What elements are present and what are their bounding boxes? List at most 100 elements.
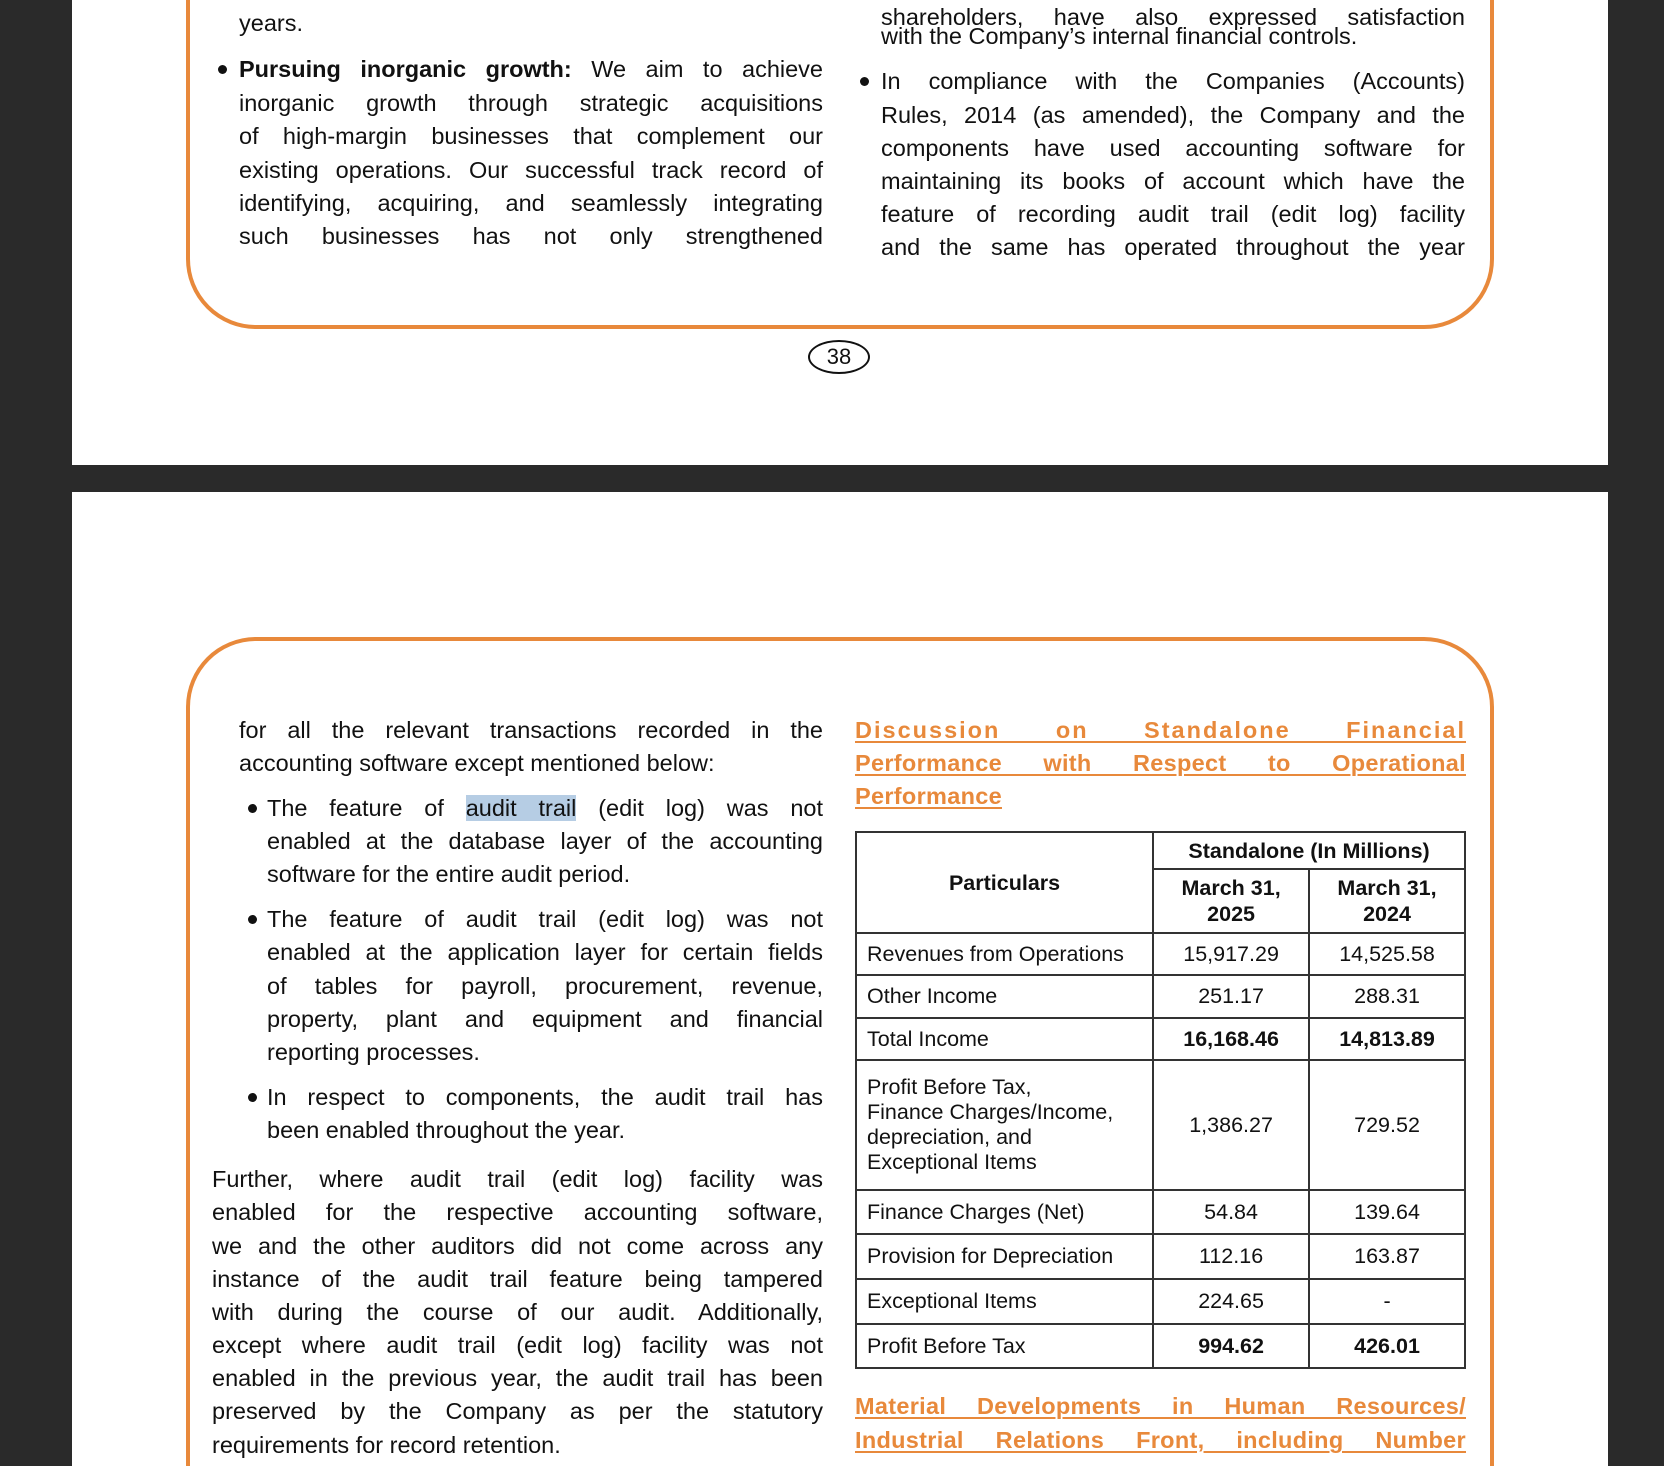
text-line: In respect to components, the audit trai… — [267, 1084, 823, 1110]
table-row: Provision for Depreciation 112.16 163.87 — [854, 1233, 1466, 1280]
text-line: shareholders, have also expressed satisf… — [881, 4, 1465, 30]
page-38: 38 years. Pursuing inorganic growth: We a… — [72, 0, 1608, 465]
header-2024: March 31, 2024 — [1308, 868, 1466, 934]
section-heading: Material Developments in Human Resources… — [855, 1393, 1466, 1419]
table-row: Other Income 251.17 288.31 — [854, 974, 1466, 1019]
value-2025: 994.62 — [1152, 1323, 1311, 1369]
text-line: In compliance with the Companies (Accoun… — [881, 68, 1465, 94]
financial-table: Particulars Standalone (In Millions) Marc… — [854, 831, 1466, 1369]
value-2025: 251.17 — [1152, 974, 1311, 1019]
value-2024: - — [1308, 1278, 1466, 1325]
section-heading: Performance with Respect to Operational — [855, 750, 1466, 776]
content-box — [186, 637, 1494, 1466]
row-label: Profit Before Tax — [867, 1333, 1026, 1358]
page-39: for all the relevant transactions record… — [72, 492, 1608, 1466]
bullet-text: We aim to achieve — [571, 56, 824, 82]
text-line: property, plant and equipment and financ… — [267, 1006, 823, 1032]
text-line: software for the entire audit period. — [267, 861, 631, 887]
value-2025: 112.16 — [1152, 1233, 1311, 1280]
row-label: Provision for Depreciation — [867, 1244, 1114, 1268]
label-line: Exceptional Items — [867, 1150, 1037, 1174]
page-number: 38 — [808, 340, 870, 374]
row-label-cell: Revenues from Operations — [854, 932, 1155, 976]
text-line: we and the other auditors did not come a… — [212, 1233, 823, 1259]
text-line: Pursuing inorganic growth: We aim to ach… — [239, 52, 823, 86]
header-group: Standalone (In Millions) — [1152, 831, 1466, 870]
text-line: instance of the audit trail feature bein… — [212, 1266, 823, 1292]
row-label-cell: Profit Before Tax — [854, 1323, 1155, 1369]
text-line: enabled for the respective accounting so… — [212, 1199, 823, 1225]
table-row: Total Income 16,168.46 14,813.89 — [854, 1017, 1466, 1061]
text-span: The feature of — [267, 795, 466, 821]
bullet-icon — [218, 65, 227, 74]
section-heading: Discussion on Standalone Financial — [855, 717, 1466, 743]
text-line: identifying, acquiring, and seamlessly i… — [239, 190, 823, 216]
text-line: of tables for payroll, procurement, reve… — [267, 973, 823, 999]
section-heading: Performance — [855, 783, 1002, 809]
value-2024: 163.87 — [1308, 1233, 1466, 1280]
text-line: with the Company’s internal financial co… — [881, 23, 1358, 49]
text-line: been enabled throughout the year. — [267, 1117, 626, 1143]
bullet-icon — [248, 915, 257, 924]
text-line: maintaining its books of account which h… — [881, 168, 1465, 194]
value-2025: 15,917.29 — [1152, 932, 1311, 976]
label-line: Profit Before Tax, — [867, 1075, 1032, 1099]
text-line: for all the relevant transactions record… — [239, 717, 823, 743]
row-label: Finance Charges (Net) — [867, 1199, 1085, 1224]
table-row: Revenues from Operations 15,917.29 14,525.… — [854, 932, 1466, 976]
text-span: (edit log) was not — [576, 795, 824, 821]
header-line: March 31, — [1337, 876, 1437, 900]
text-line: accounting software except mentioned bel… — [239, 750, 715, 776]
bullet-icon — [248, 804, 257, 813]
text-line: years. — [239, 10, 303, 36]
bullet-lead: Pursuing inorganic growth: — [239, 56, 572, 82]
text-line: components have used accounting software… — [881, 135, 1465, 161]
text-line: preserved by the Company as per the stat… — [212, 1398, 823, 1424]
row-label: Exceptional Items — [867, 1289, 1037, 1313]
text-line: enabled at the application layer for cer… — [267, 939, 823, 965]
value-2024: 426.01 — [1308, 1323, 1466, 1369]
value-2024: 729.52 — [1308, 1059, 1466, 1191]
label-line: depreciation, and — [867, 1125, 1032, 1149]
row-label: Revenues from Operations — [867, 941, 1124, 966]
row-label-cell: Total Income — [854, 1017, 1155, 1061]
value-2024: 139.64 — [1308, 1189, 1466, 1235]
label-line: Finance Charges/Income, — [867, 1100, 1114, 1124]
table-row: Finance Charges (Net) 54.84 139.64 — [854, 1189, 1466, 1235]
text-line: inorganic growth through strategic acqui… — [239, 90, 823, 116]
value-2025: 224.65 — [1152, 1278, 1311, 1325]
content-box — [186, 0, 1494, 329]
header-2025: March 31, 2025 — [1152, 868, 1311, 934]
search-highlight: audit trail — [465, 795, 577, 821]
value-2025: 16,168.46 — [1152, 1017, 1311, 1061]
text-line: The feature of audit trail (edit log) wa… — [267, 791, 823, 825]
section-heading: Industrial Relations Front, including Nu… — [855, 1427, 1466, 1453]
text-line: of high-margin businesses that complemen… — [239, 123, 823, 149]
text-line: and the same has operated throughout the… — [881, 234, 1465, 260]
table-row: Exceptional Items 224.65- — [854, 1278, 1466, 1325]
header-particulars: Particulars — [854, 831, 1155, 934]
text-line: enabled at the database layer of the acc… — [267, 828, 823, 854]
header-line: March 31, — [1181, 876, 1281, 900]
text-line: The feature of audit trail (edit log) wa… — [267, 906, 823, 932]
value-2024: 14,813.89 — [1308, 1017, 1466, 1061]
table-row: Profit Before Tax 994.62 426.01 — [854, 1323, 1466, 1369]
bullet-icon — [248, 1093, 257, 1102]
row-label-cell: Other Income — [854, 974, 1155, 1019]
header-line: 2025 — [1207, 902, 1255, 926]
row-label-cell: Exceptional Items — [854, 1278, 1155, 1325]
value-2025: 54.84 — [1152, 1189, 1311, 1235]
value-2024: 14,525.58 — [1308, 932, 1466, 976]
text-line: feature of recording audit trail (edit l… — [881, 201, 1465, 227]
header-line: 2024 — [1363, 902, 1411, 926]
row-label-cell: Finance Charges (Net) — [854, 1189, 1155, 1235]
text-line: with during the course of our audit. Add… — [212, 1299, 823, 1325]
text-line: requirements for record retention. — [212, 1432, 561, 1458]
text-line: Further, where audit trail (edit log) fa… — [212, 1166, 823, 1192]
table-row: Profit Before Tax, Finance Charges/Income… — [854, 1059, 1466, 1191]
text-line: Rules, 2014 (as amended), the Company an… — [881, 102, 1465, 128]
row-label-cell: Profit Before Tax, Finance Charges/Income… — [854, 1059, 1155, 1191]
text-line: except where audit trail (edit log) faci… — [212, 1332, 823, 1358]
text-line: enabled in the previous year, the audit … — [212, 1365, 823, 1391]
row-label-cell: Provision for Depreciation — [854, 1233, 1155, 1280]
